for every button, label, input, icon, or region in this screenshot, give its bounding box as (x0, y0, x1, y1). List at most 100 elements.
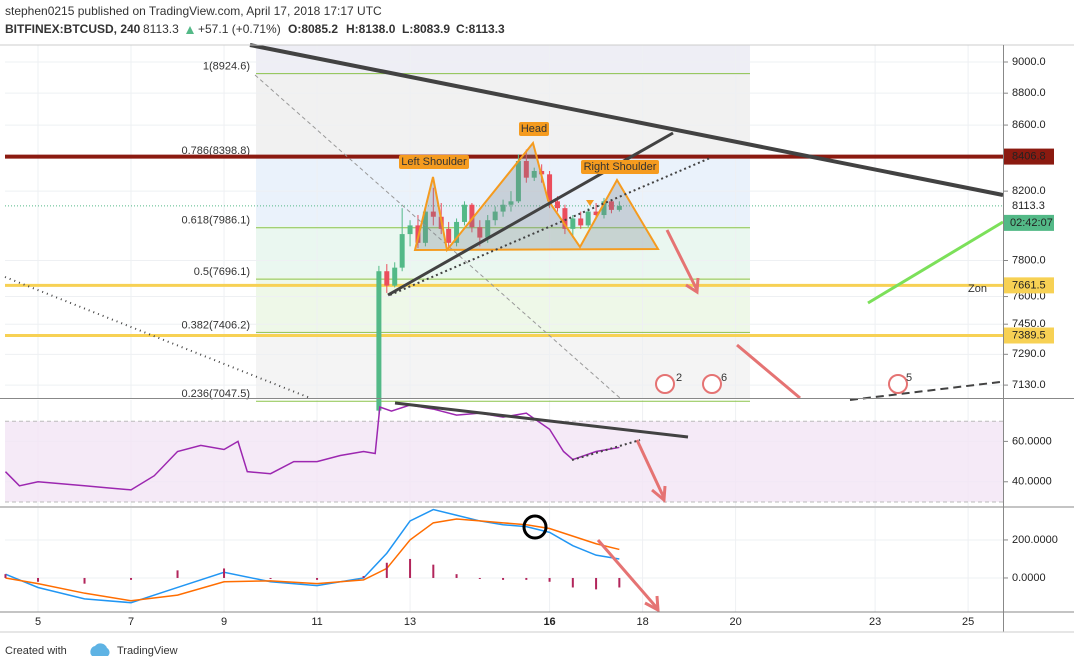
trendline (389, 157, 711, 296)
symbol: BITFINEX:BTCUSD, 240 (5, 22, 141, 36)
candle-body (399, 234, 405, 268)
price-tag-label: 8406.8 (1012, 150, 1046, 162)
brand[interactable]: TradingView (117, 645, 178, 657)
candle-body (485, 220, 491, 238)
candle-body (523, 161, 529, 178)
candle-body (492, 211, 498, 221)
x-tick-label: 20 (729, 616, 741, 628)
candle-body (578, 218, 584, 226)
label-bg (581, 160, 659, 174)
histogram-bar (269, 577, 272, 579)
price-tag (1004, 327, 1054, 344)
y-tick-label: 40.0000 (1012, 476, 1052, 488)
x-tick-label: 9 (221, 616, 227, 628)
series-line (5, 518, 620, 602)
rsi-band (5, 421, 1003, 502)
x-tick-label: 7 (128, 616, 134, 628)
candle-body (422, 211, 428, 243)
countdown: 02:42:07 (1010, 217, 1053, 229)
x-tick-label: 13 (404, 616, 416, 628)
fib-label: 0.236(7047.5) (182, 388, 251, 400)
circle (522, 514, 548, 540)
rsi-trendline (394, 401, 689, 439)
x-tick-label: 16 (543, 616, 555, 628)
low: L:8083.9 (402, 22, 450, 36)
last-price: 8113.3 (143, 22, 179, 36)
y-tick-label: 0.0000 (1012, 572, 1046, 584)
candle-body (562, 208, 568, 229)
x-tick-label: 25 (962, 616, 974, 628)
series-line (5, 508, 620, 604)
candle-body (500, 204, 506, 212)
y-tick-label: 7800.0 (1012, 254, 1046, 266)
candle-body (384, 271, 390, 286)
event-count[interactable]: 2 (676, 372, 682, 384)
histogram-bar (525, 577, 528, 580)
y-tick-label: 200.0000 (1012, 534, 1058, 546)
fib-diagonal (254, 74, 621, 399)
candle-body (547, 174, 553, 202)
histogram-bar (432, 564, 435, 578)
histogram-bar (176, 570, 179, 578)
fib-zone (256, 75, 750, 158)
histogram-bar (4, 574, 7, 578)
close: C:8113.3 (456, 22, 505, 36)
histogram-bar (385, 562, 388, 578)
y-tick-label: 7290.0 (1012, 348, 1046, 360)
price-tag (1004, 197, 1054, 214)
arrows (596, 229, 801, 613)
right-shoulder-label: Right Shoulder (584, 161, 657, 173)
histogram-bar (548, 577, 551, 582)
left-shoulder-label: Left Shoulder (401, 156, 467, 168)
y-tick-label: 9000.0 (1012, 56, 1046, 68)
y-tick-label: 8800.0 (1012, 87, 1046, 99)
countdown-bg (1004, 214, 1054, 231)
series-line (4, 404, 620, 491)
y-tick-label: 8200.0 (1012, 185, 1046, 197)
event-count[interactable]: 5 (906, 372, 912, 384)
histogram-bar (409, 558, 412, 578)
candle-body (601, 201, 607, 216)
fib-zone (256, 331, 750, 398)
price-tag (1004, 148, 1054, 165)
price-tag-label: 7389.5 (1012, 329, 1046, 341)
change: +57.1 (+0.71%) (198, 22, 281, 36)
y-tick-label: 60.0000 (1012, 435, 1052, 447)
price-tag-label: 8113.3 (1012, 200, 1045, 212)
y-tick-label: 7600.0 (1012, 290, 1046, 302)
event-count[interactable]: 6 (721, 372, 727, 384)
x-tick-label: 5 (35, 616, 41, 628)
open: O:8085.2 (288, 22, 338, 36)
candle-body (570, 218, 576, 229)
fib-label: 0.5(7696.1) (194, 266, 250, 278)
histogram-bar (83, 577, 86, 584)
candle-body (608, 201, 614, 210)
up-arrow (186, 26, 194, 34)
histogram-bar (618, 577, 621, 588)
histogram-bar (571, 577, 574, 588)
zone-label: Zon (968, 283, 987, 295)
publisher: stephen0215 published on TradingView.com… (5, 4, 382, 18)
candle-body (585, 211, 591, 226)
logo (90, 643, 110, 656)
histogram-bar (37, 577, 40, 582)
candle-body (430, 211, 436, 217)
candle-body (616, 205, 622, 210)
candle-body (446, 228, 452, 243)
price-tag-label: 7661.5 (1012, 279, 1046, 291)
label-bg (399, 155, 469, 169)
y-tick-label: 7130.0 (1012, 379, 1046, 391)
head-label: Head (521, 123, 547, 135)
marker (586, 200, 594, 206)
candle-body (454, 221, 460, 243)
y-tick-label: 8600.0 (1012, 119, 1046, 131)
candle-body (515, 161, 521, 202)
fib-label: 0.618(7986.1) (182, 215, 251, 227)
rsi-trendline (571, 439, 641, 461)
price-tag (1004, 277, 1054, 294)
candle-body (469, 204, 475, 228)
candle-body (461, 204, 467, 222)
trendline (867, 220, 1004, 305)
y-tick-label: 7450.0 (1012, 318, 1046, 330)
